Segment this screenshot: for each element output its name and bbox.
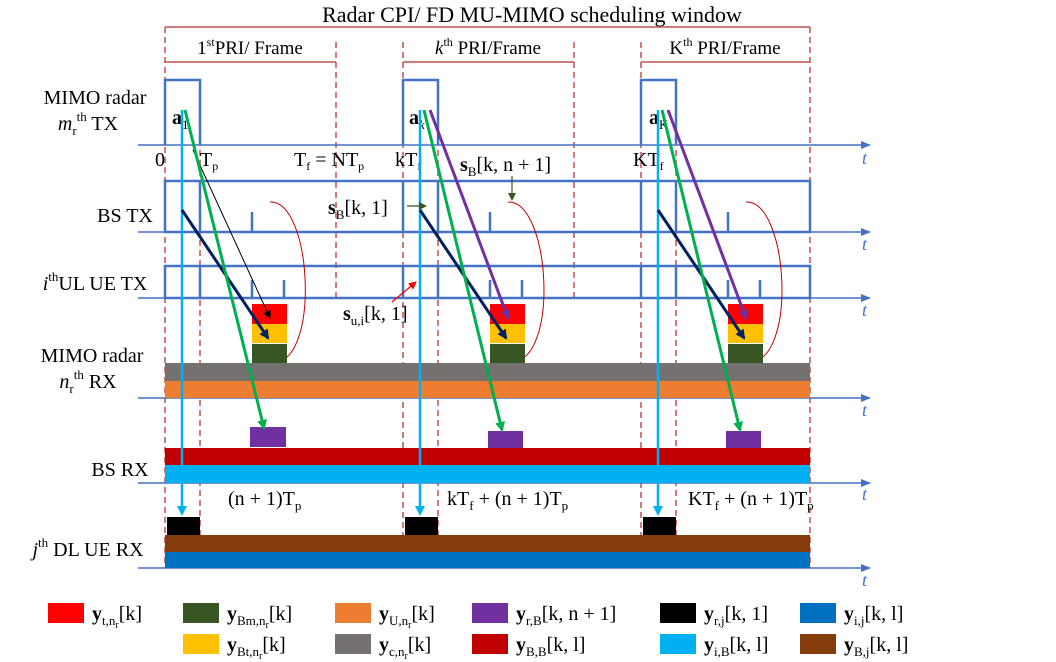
legend-label: yBm,nr[k] [227,603,292,631]
svg-text:0: 0 [155,149,165,171]
svg-text:KTf + (n + 1)Tp: KTf + (n + 1)Tp [688,488,814,513]
radar-tx-label-2: mrth TX [58,109,119,138]
legend-swatch [183,603,219,623]
legend-swatch [472,634,508,654]
frame-k-label: kth PRI/Frame [435,35,541,59]
frame-K-label: Kth PRI/Frame [669,35,780,59]
legend-item: yB,B[k, l] [472,634,585,659]
svg-text:kTf: kTf [395,149,421,173]
sb-k1-label: sB[k, 1] [328,197,388,222]
legend-label: yU,nr[k] [379,603,435,631]
svg-text:Tf = NTp: Tf = NTp [294,149,364,173]
legend-item: yB,j[k, l] [800,634,908,659]
bs-rx-blocks [165,427,810,483]
dl-rx-blocks [165,517,810,568]
signal-pointer-arrows [391,176,516,303]
radar-tx-pulses [163,78,678,145]
time-mark-labels: 0 Tp Tf = NTp kTf KTf [155,149,664,173]
legend-item: yt,nr[k] [48,603,142,631]
legend-label: yt,nr[k] [92,603,142,631]
svg-text:ak: ak [409,107,425,132]
legend-item: yBm,nr[k] [183,603,292,631]
legend-item: yBt,nr[k] [183,634,286,662]
legend-label: yc,nr[k] [379,634,431,662]
svg-text:KTf: KTf [633,149,664,173]
legend: yt,nr[k] yBm,nr[k] yU,nr[k] yr,B[k, n + 1] y… [48,603,908,662]
legend-swatch [660,634,696,654]
legend-swatch [800,603,836,623]
green-arrows [183,109,743,432]
legend-swatch [660,603,696,623]
legend-label: yi,j[k, l] [844,603,903,628]
legend-swatch [183,634,219,654]
legend-swatch [335,634,371,654]
svg-text:t: t [862,300,868,320]
thin-black-arrow [192,149,271,319]
rx-time-labels: (n + 1)Tp kTf + (n + 1)Tp KTf + (n + 1)T… [228,488,814,513]
legend-label: yB,j[k, l] [844,634,908,659]
legend-item: yU,nr[k] [335,603,435,631]
frame-1-label: 1stPRI/ Frame [197,35,303,59]
svg-text:t: t [862,570,868,590]
legend-item: yr,j[k, 1] [660,603,768,628]
bs-tx-slots [163,179,812,234]
svg-text:t: t [862,484,868,504]
legend-swatch [472,603,508,623]
loop-arcs [269,201,783,363]
frame-labels: 1stPRI/ Frame kth PRI/Frame Kth PRI/Fram… [165,35,810,63]
svg-text:(n + 1)Tp: (n + 1)Tp [228,488,301,513]
svg-text:t: t [862,400,868,420]
svg-text:a1: a1 [172,107,189,132]
svg-text:Tp: Tp [200,149,218,173]
bs-tx-label: BS TX [97,205,153,227]
legend-label: yi,B[k, l] [704,634,768,659]
diagram-title: Radar CPI/ FD MU-MIMO scheduling window [322,2,742,27]
legend-label: yr,j[k, 1] [704,603,768,628]
radar-tx-label: MIMO radar [44,87,147,109]
ul-tx-label: ithUL UE TX [43,269,148,295]
legend-label: yBt,nr[k] [227,634,286,662]
svg-text:kTf + (n + 1)Tp: kTf + (n + 1)Tp [447,488,568,513]
legend-swatch [335,603,371,623]
axis-t-labels: t t t t t t [862,148,868,590]
row-labels: MIMO radar mrth TX BS TX ithUL UE TX MIM… [29,87,153,561]
signal-labels: sB[k, n + 1] sB[k, 1] su,i[k, 1] [328,154,551,328]
legend-label: yB,B[k, l] [516,634,585,659]
legend-item: yi,j[k, l] [800,603,903,628]
radar-rx-label: MIMO radar [41,345,144,367]
legend-label: yr,B[k, n + 1] [516,603,616,628]
legend-item: yr,B[k, n + 1] [472,603,616,628]
purple-arrows [428,109,748,320]
cyan-arrows [177,110,663,516]
legend-swatch [48,603,84,623]
legend-item: yi,B[k, l] [660,634,768,659]
legend-swatch [800,634,836,654]
bs-rx-label: BS RX [91,459,149,481]
dl-rx-label: jth DL UE RX [29,535,144,561]
sb-kn1-label: sB[k, n + 1] [460,154,551,179]
radar-rx-label-2: nrth RX [59,367,117,396]
legend-item: yc,nr[k] [335,634,431,662]
svg-text:t: t [862,148,868,168]
su-k1-label: su,i[k, 1] [343,303,408,328]
svg-text:t: t [862,234,868,254]
